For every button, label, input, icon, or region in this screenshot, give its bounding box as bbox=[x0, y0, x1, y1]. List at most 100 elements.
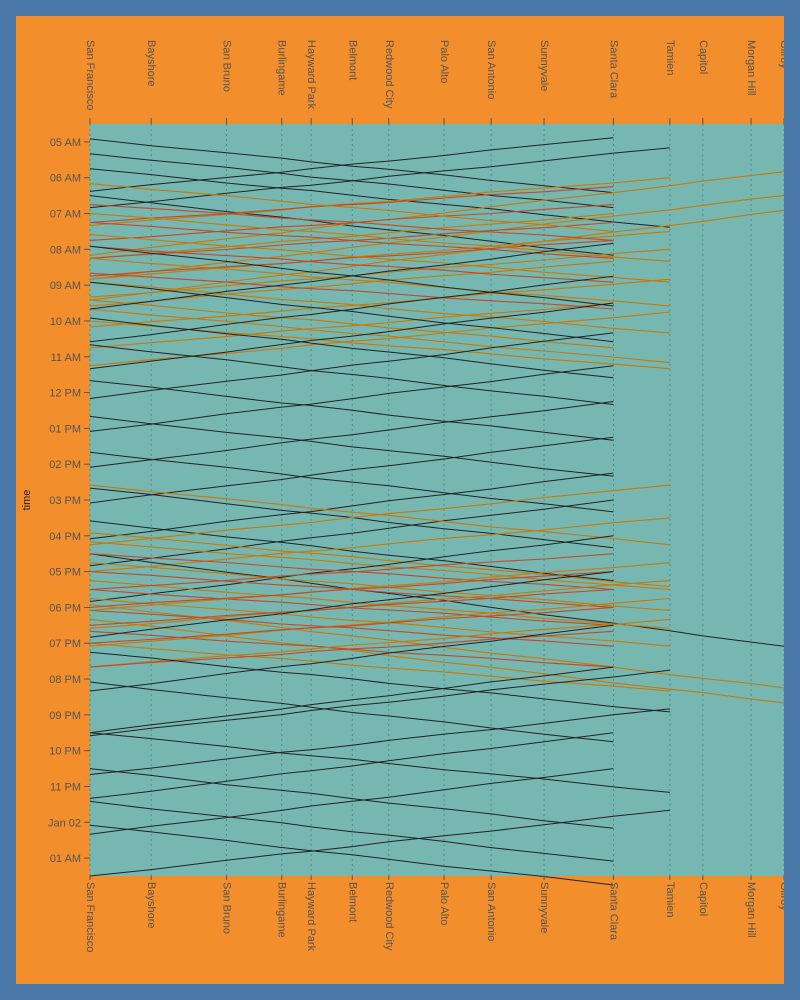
station-label-bottom: Belmont bbox=[346, 882, 358, 922]
train-line-29 bbox=[89, 299, 614, 349]
top-station-axis: San Francisco Bayshore San Bruno Burlingame… bbox=[84, 40, 784, 124]
train-line-80 bbox=[89, 624, 614, 692]
train-line-6 bbox=[89, 177, 670, 227]
train-line-77 bbox=[89, 630, 614, 668]
train-line-26 bbox=[89, 257, 670, 307]
train-line-16 bbox=[89, 248, 670, 298]
chart-frame: San Francisco Bayshore San Bruno Burlingame… bbox=[16, 16, 784, 984]
station-label-top: Santa Clara bbox=[607, 40, 619, 99]
train-line-12 bbox=[89, 212, 614, 259]
timetable-chart: San Francisco Bayshore San Bruno Burlingame… bbox=[21, 40, 784, 952]
train-line-58 bbox=[89, 553, 614, 591]
train-line-27 bbox=[89, 272, 614, 310]
station-label-bottom: Gilroy bbox=[778, 882, 784, 911]
train-line-83 bbox=[89, 666, 614, 734]
train-line-49 bbox=[89, 520, 614, 582]
time-tick-label: 12 PM bbox=[49, 388, 81, 400]
time-tick-label: 05 PM bbox=[49, 567, 81, 579]
train-line-25 bbox=[89, 245, 614, 283]
train-line-43 bbox=[89, 415, 614, 477]
time-tick-label: 11 PM bbox=[50, 781, 81, 793]
train-line-59 bbox=[89, 562, 670, 611]
bottom-station-axis: San Francisco Bayshore San Bruno Burlingame… bbox=[84, 876, 784, 952]
train-line-81 bbox=[89, 681, 614, 743]
train-line-52 bbox=[89, 484, 670, 546]
station-label-top: Belmont bbox=[346, 40, 358, 80]
time-tick-label: 08 AM bbox=[50, 244, 81, 256]
y-axis-label: time bbox=[21, 490, 33, 511]
train-line-18 bbox=[89, 278, 670, 328]
station-label-top: San Francisco bbox=[84, 40, 96, 110]
station-label-bottom: Tamien bbox=[664, 882, 676, 917]
train-line-89 bbox=[89, 768, 614, 835]
train-line-31 bbox=[89, 311, 670, 367]
train-line-35 bbox=[89, 242, 614, 310]
train-line-7 bbox=[89, 186, 614, 224]
train-line-87 bbox=[89, 732, 614, 799]
station-label-top: Capitol bbox=[697, 40, 709, 74]
train-line-22 bbox=[89, 212, 670, 262]
train-line-72 bbox=[89, 580, 670, 629]
train-line-86 bbox=[89, 768, 614, 829]
train-line-62 bbox=[89, 588, 614, 626]
train-line-54 bbox=[89, 517, 670, 573]
train-line-9 bbox=[89, 195, 784, 280]
station-label-bottom: San Francisco bbox=[84, 882, 96, 952]
station-label-top: Redwood City bbox=[383, 40, 395, 109]
time-tick-label: 06 PM bbox=[49, 602, 81, 614]
station-label-top: Bayshore bbox=[145, 40, 157, 86]
train-line-30 bbox=[89, 320, 670, 370]
train-line-82 bbox=[89, 669, 670, 737]
train-line-42 bbox=[89, 365, 614, 432]
station-label-top: San Antonio bbox=[485, 40, 497, 99]
train-line-46 bbox=[89, 436, 614, 504]
train-line-61 bbox=[89, 580, 670, 629]
train-line-45 bbox=[89, 451, 614, 513]
station-label-top: Gilroy bbox=[778, 40, 784, 69]
time-tick-label: 05 AM bbox=[50, 137, 81, 149]
train-line-73 bbox=[89, 588, 614, 626]
station-label-top: Tamien bbox=[664, 40, 676, 75]
train-lines bbox=[89, 137, 784, 886]
train-line-51 bbox=[89, 484, 670, 546]
train-line-4 bbox=[89, 168, 670, 228]
station-label-top: Hayward Park bbox=[305, 40, 317, 110]
time-tick-label: 02 PM bbox=[49, 459, 81, 471]
station-label-bottom: San Antonio bbox=[485, 882, 497, 941]
train-line-78 bbox=[89, 571, 614, 638]
train-line-74 bbox=[89, 597, 670, 647]
station-label-top: Palo Alto bbox=[438, 40, 450, 83]
station-label-bottom: Santa Clara bbox=[607, 882, 619, 941]
train-line-36 bbox=[89, 275, 614, 343]
train-line-39 bbox=[89, 344, 614, 405]
train-line-0 bbox=[89, 138, 614, 194]
train-line-90 bbox=[89, 824, 614, 886]
train-line-68 bbox=[89, 642, 670, 692]
train-line-41 bbox=[89, 380, 614, 441]
train-line-71 bbox=[89, 571, 614, 608]
station-label-bottom: Burlingame bbox=[276, 882, 288, 938]
time-tick-label: 04 PM bbox=[49, 531, 81, 543]
train-line-11 bbox=[89, 204, 614, 241]
time-tick-label: 11 AM bbox=[51, 352, 81, 364]
train-line-19 bbox=[89, 302, 614, 349]
time-tick-label: 07 PM bbox=[49, 638, 81, 650]
train-line-88 bbox=[89, 800, 614, 862]
train-line-66 bbox=[89, 618, 784, 704]
train-line-75 bbox=[89, 606, 614, 644]
train-line-55 bbox=[89, 541, 670, 591]
time-tick-label: 08 PM bbox=[49, 674, 81, 686]
train-line-21 bbox=[89, 204, 614, 241]
train-line-70 bbox=[89, 562, 670, 611]
time-tick-label: Jan 02 bbox=[48, 817, 81, 829]
train-line-32 bbox=[89, 308, 670, 364]
time-tick-label: 06 AM bbox=[50, 173, 81, 185]
station-label-bottom: Capitol bbox=[697, 882, 709, 916]
train-line-76 bbox=[89, 618, 670, 668]
train-line-5 bbox=[89, 195, 614, 256]
train-line-64 bbox=[89, 603, 784, 689]
station-label-bottom: Hayward Park bbox=[305, 882, 317, 952]
train-line-69 bbox=[89, 553, 614, 591]
train-line-84 bbox=[89, 732, 670, 793]
train-line-20 bbox=[89, 183, 614, 232]
